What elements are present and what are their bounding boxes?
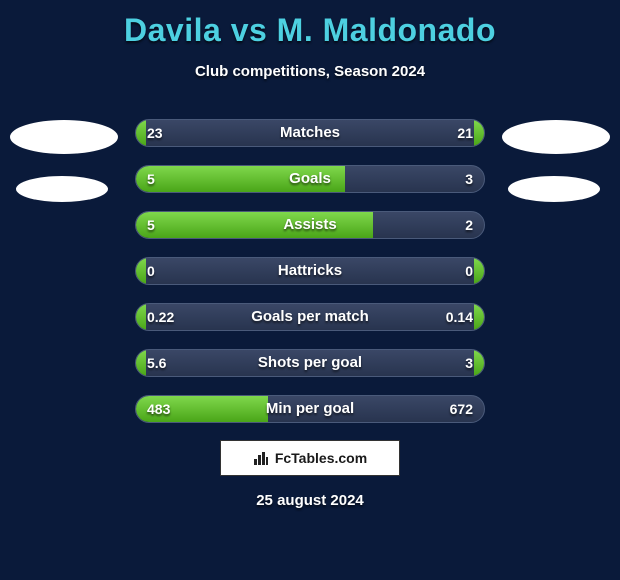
stat-label: Goals per match: [135, 302, 485, 332]
stat-label: Min per goal: [135, 394, 485, 424]
stat-row: 5Goals3: [135, 164, 485, 194]
brand-badge: FcTables.com: [220, 440, 400, 476]
stat-label: Hattricks: [135, 256, 485, 286]
stat-right-value: 0: [465, 256, 473, 286]
stat-right-value: 3: [465, 348, 473, 378]
ellipse-decoration: [10, 120, 118, 154]
stat-right-value: 3: [465, 164, 473, 194]
ellipse-decoration: [502, 120, 610, 154]
date-label: 25 august 2024: [0, 492, 620, 509]
stat-row: 483Min per goal672: [135, 394, 485, 424]
ellipse-decoration: [508, 176, 600, 202]
stat-row: 23Matches21: [135, 118, 485, 148]
decorative-ellipses-right: [502, 120, 610, 224]
stat-right-value: 21: [457, 118, 473, 148]
stat-right-value: 2: [465, 210, 473, 240]
stat-row: 0.22Goals per match0.14: [135, 302, 485, 332]
ellipse-decoration: [16, 176, 108, 202]
stat-row: 0Hattricks0: [135, 256, 485, 286]
stat-right-value: 672: [450, 394, 473, 424]
stat-label: Matches: [135, 118, 485, 148]
stat-row: 5.6Shots per goal3: [135, 348, 485, 378]
stat-label: Assists: [135, 210, 485, 240]
decorative-ellipses-left: [10, 120, 118, 224]
stat-right-value: 0.14: [446, 302, 473, 332]
brand-text: FcTables.com: [275, 450, 367, 466]
stat-label: Goals: [135, 164, 485, 194]
page-title: Davila vs M. Maldonado: [0, 0, 620, 49]
subtitle: Club competitions, Season 2024: [0, 63, 620, 80]
stat-label: Shots per goal: [135, 348, 485, 378]
bars-icon: [253, 450, 269, 466]
stat-row: 5Assists2: [135, 210, 485, 240]
